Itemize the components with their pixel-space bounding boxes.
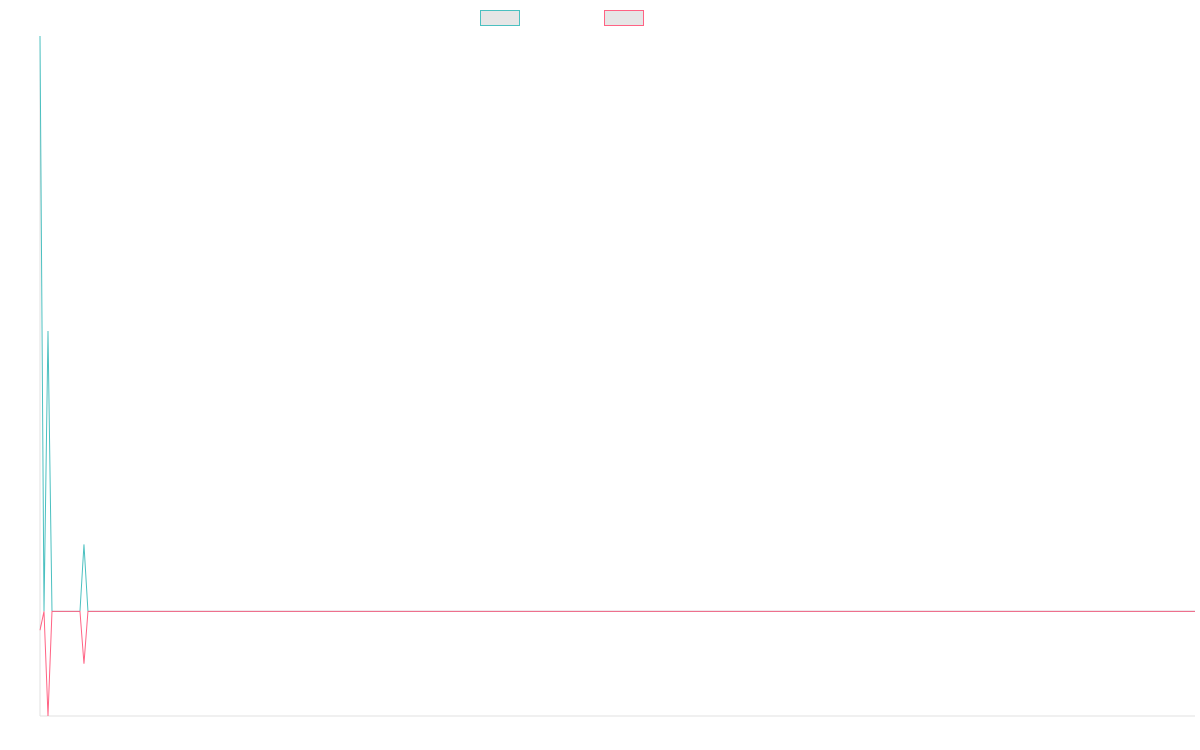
legend-swatch[interactable] [604,10,644,26]
series-line [39,35,1195,612]
legend-swatch[interactable] [480,10,520,26]
series-line [39,610,1195,717]
